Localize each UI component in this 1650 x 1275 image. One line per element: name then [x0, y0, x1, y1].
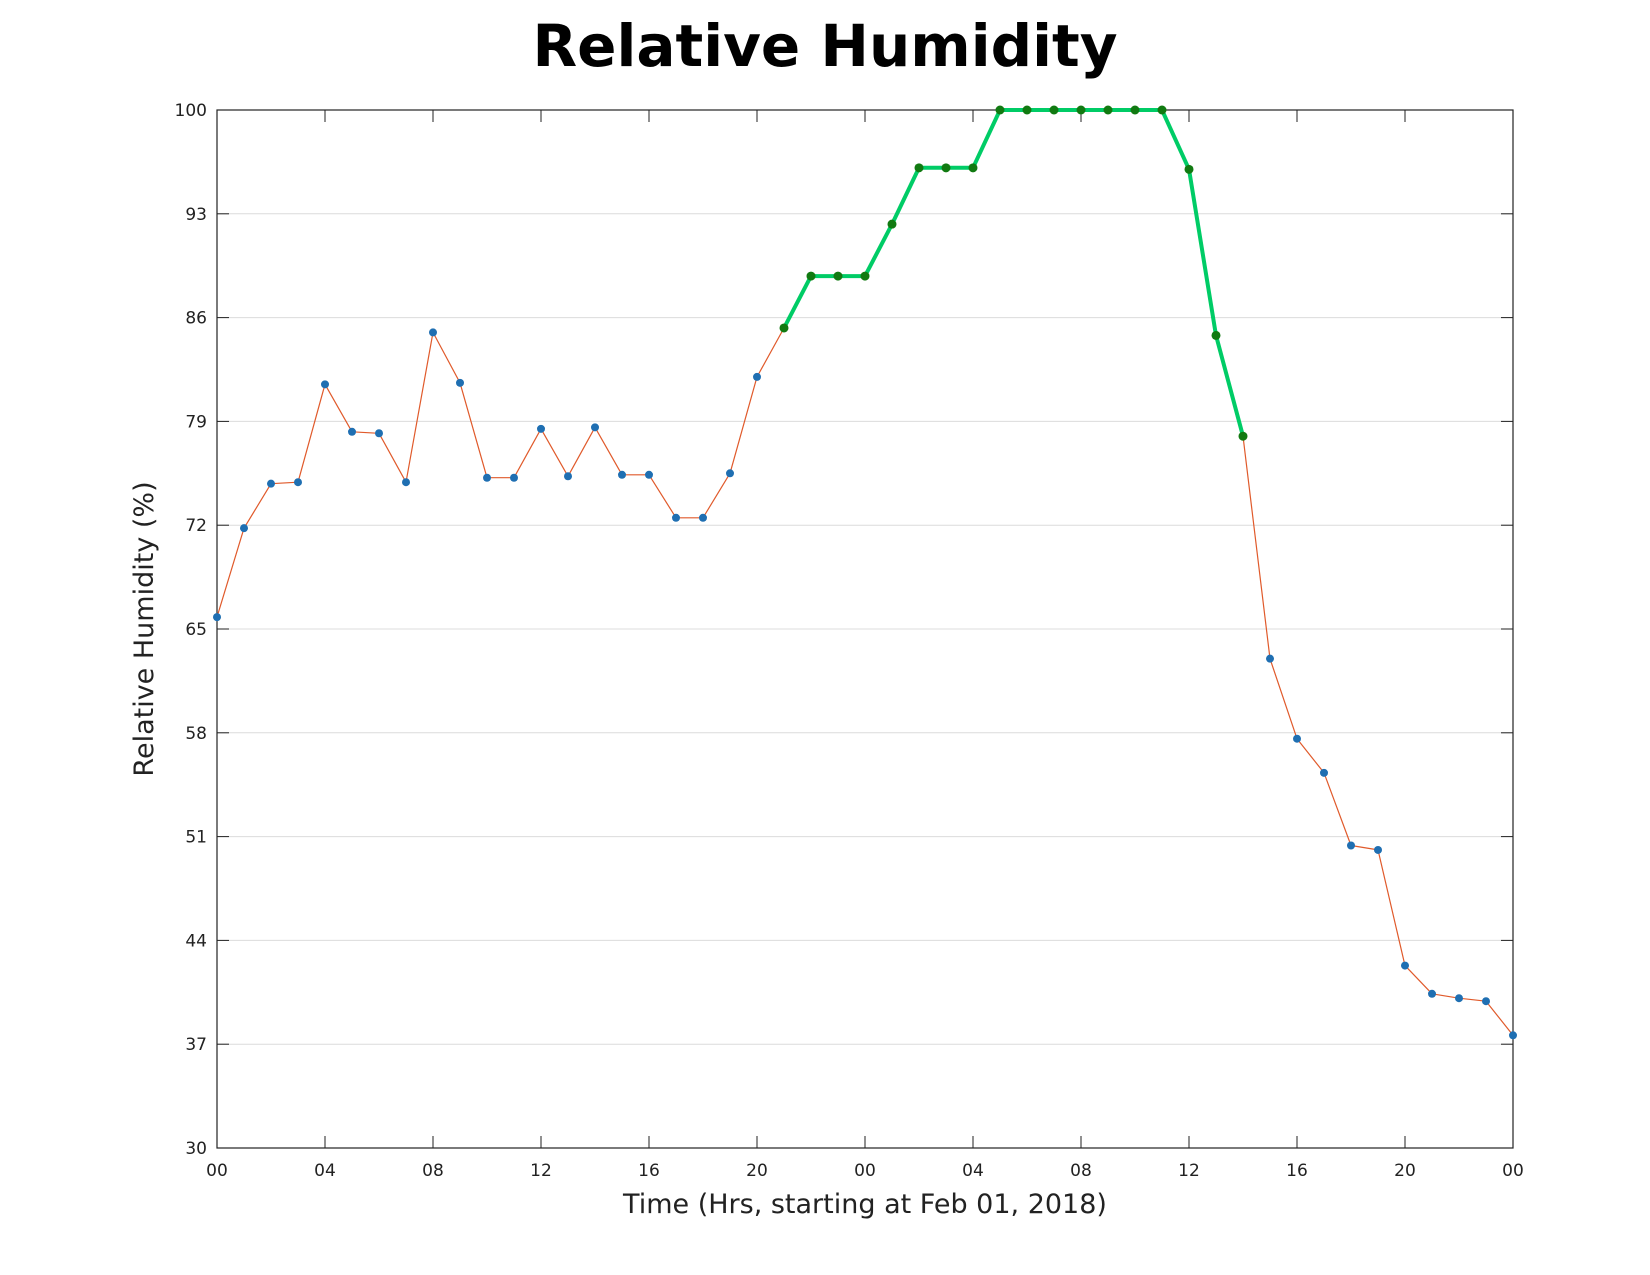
data-point	[1455, 994, 1463, 1003]
data-point-highlight	[1022, 105, 1032, 115]
data-point	[429, 328, 437, 337]
y-tick-label: 65	[185, 620, 207, 640]
y-tick-label: 37	[185, 1035, 207, 1055]
x-tick-label: 04	[962, 1161, 984, 1181]
x-tick-label: 04	[314, 1161, 336, 1181]
data-point	[1293, 734, 1301, 743]
data-point	[294, 478, 302, 487]
x-tick-label: 12	[530, 1161, 552, 1181]
series-main	[213, 106, 1517, 1040]
data-point	[375, 429, 383, 438]
data-point	[1509, 1031, 1517, 1040]
x-tick-label: 12	[1178, 1161, 1200, 1181]
data-point-highlight	[941, 163, 951, 173]
y-tick-label: 51	[185, 828, 207, 848]
x-tick-label: 08	[422, 1161, 444, 1181]
series-line	[216, 109, 1514, 1036]
data-point	[564, 472, 572, 481]
data-point	[240, 524, 248, 533]
data-point	[1482, 997, 1490, 1006]
data-point-highlight	[968, 163, 978, 173]
data-point-highlight	[914, 163, 924, 173]
data-point-highlight	[995, 105, 1005, 115]
data-point	[753, 372, 761, 381]
data-point-highlight	[1130, 105, 1140, 115]
x-tick-label: 08	[1070, 1161, 1092, 1181]
y-tick-label: 58	[185, 724, 207, 744]
data-point	[1347, 841, 1355, 850]
data-point	[672, 513, 680, 522]
data-point	[645, 470, 653, 479]
series-line-highlight	[782, 108, 1245, 437]
data-point-highlight	[1238, 431, 1248, 441]
y-tick-label: 93	[185, 205, 207, 225]
y-tick-label: 86	[185, 309, 207, 329]
data-point	[213, 613, 221, 622]
data-point	[402, 478, 410, 487]
data-point	[1266, 654, 1274, 663]
data-point-highlight	[860, 271, 870, 281]
data-point-highlight	[806, 271, 816, 281]
y-tick-label: 79	[185, 412, 207, 432]
data-point-highlight	[833, 271, 843, 281]
y-tick-label: 44	[185, 931, 207, 951]
data-point	[348, 427, 356, 436]
data-point-highlight	[1184, 164, 1194, 174]
x-tick-label: 00	[854, 1161, 876, 1181]
x-tick-label: 16	[638, 1161, 660, 1181]
series-highlight	[779, 105, 1248, 441]
data-point-highlight	[1103, 105, 1113, 115]
grid-lines	[217, 213, 1513, 1045]
y-tick-label: 30	[185, 1139, 207, 1159]
data-point	[618, 470, 626, 479]
data-point-highlight	[1157, 105, 1167, 115]
data-point	[510, 473, 518, 482]
x-tick-label: 16	[1286, 1161, 1308, 1181]
data-point-highlight	[1211, 330, 1221, 340]
y-tick-label: 72	[185, 516, 207, 536]
data-point	[699, 513, 707, 522]
y-tick-label: 100	[175, 101, 207, 121]
chart-title: Relative Humidity	[532, 12, 1118, 80]
data-point-highlight	[1076, 105, 1086, 115]
data-point	[1428, 989, 1436, 998]
x-tick-label: 20	[1394, 1161, 1416, 1181]
data-point-highlight	[887, 219, 897, 229]
x-tick-label: 00	[1502, 1161, 1524, 1181]
data-point	[1401, 961, 1409, 970]
data-point	[483, 473, 491, 482]
x-tick-label: 20	[746, 1161, 768, 1181]
data-point	[456, 378, 464, 387]
data-point-highlight	[1049, 105, 1059, 115]
x-axis-label: Time (Hrs, starting at Feb 01, 2018)	[622, 1189, 1107, 1220]
data-point	[591, 423, 599, 432]
data-point	[726, 469, 734, 478]
data-point	[537, 424, 545, 433]
data-point	[267, 479, 275, 488]
x-tick-label: 00	[206, 1161, 228, 1181]
axis-ticks: 30 37 44 51 58 65 72 79 86 93 100 00 04 08 12 16 20 00 04 0…	[175, 101, 1524, 1181]
data-point-highlight	[779, 323, 789, 333]
data-point	[1320, 768, 1328, 777]
y-axis-label: Relative Humidity (%)	[129, 481, 160, 776]
data-point	[1374, 845, 1382, 854]
data-point	[321, 380, 329, 389]
